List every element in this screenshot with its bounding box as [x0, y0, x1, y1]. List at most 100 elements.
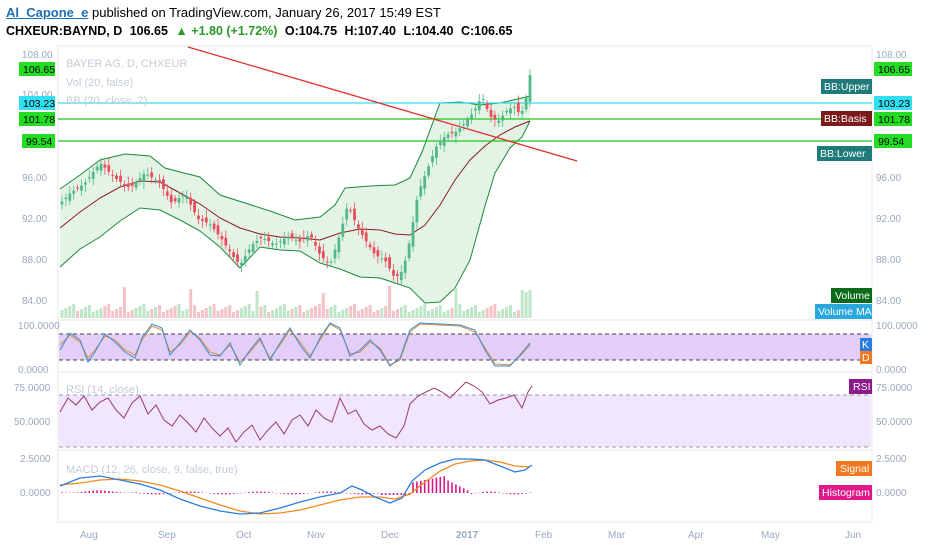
volume-bar	[512, 312, 516, 318]
macd-histogram-bar	[240, 493, 243, 494]
candle-body	[173, 198, 177, 202]
volume-bar	[314, 306, 317, 318]
candle-body	[493, 114, 497, 120]
macd-histogram-bars	[61, 476, 531, 495]
macd-histogram-bar	[412, 482, 414, 493]
author-link[interactable]: Al_Capone_e	[6, 5, 89, 20]
candle-body	[162, 179, 165, 189]
candle-body	[150, 172, 154, 178]
volume-bar	[337, 312, 341, 318]
candle-body	[123, 184, 126, 186]
candlesticks	[60, 69, 532, 285]
xtick-jun: Jun	[845, 530, 861, 541]
volume-bar	[247, 304, 251, 318]
close-value: C:106.65	[460, 24, 513, 38]
macd-histogram-bar	[143, 493, 145, 494]
volume-bars	[60, 286, 532, 318]
candle-body	[477, 101, 481, 111]
candle-body	[407, 243, 411, 259]
rsi-tick-50: 50.0000	[876, 417, 913, 428]
xtick-nov: Nov	[307, 530, 325, 541]
volume-bar	[154, 307, 158, 318]
legend-vol: Vol (20, false)	[66, 77, 133, 89]
volume-bar	[169, 308, 173, 318]
macd-histogram-bar	[388, 493, 391, 495]
macd-histogram-bar	[104, 490, 106, 493]
candle-body	[415, 199, 419, 223]
candle-body	[126, 183, 130, 188]
rsi-tick-75: 75.0000	[876, 383, 913, 394]
volume-bar	[193, 305, 197, 318]
volume-bar	[392, 311, 395, 318]
macd-histogram-bar	[88, 490, 91, 493]
candle-body	[204, 217, 208, 223]
price-change: ▲ +1.80 (+1.72%)	[175, 24, 278, 38]
macd-histogram-bar	[217, 493, 219, 495]
candle-body	[489, 109, 493, 118]
volume-bar	[290, 309, 294, 318]
candle-body	[505, 110, 508, 113]
key-level-lines	[58, 102, 872, 142]
volume-bar	[473, 305, 477, 318]
volume-bar	[185, 309, 189, 318]
volume-bar	[501, 309, 505, 318]
volume-bar	[423, 304, 427, 318]
bb-lower-line	[59, 120, 531, 304]
candle-body	[446, 134, 450, 138]
macd-histogram-bar	[232, 493, 235, 495]
candle-body	[228, 249, 232, 252]
candle-body	[384, 257, 388, 262]
macd-histogram-bar	[334, 491, 336, 493]
candle-body	[337, 237, 341, 253]
macd-histogram-bar	[84, 491, 87, 493]
symbol-name[interactable]: CHXEUR:BAYND, D	[6, 24, 123, 38]
candle-body	[349, 210, 352, 212]
macd-histogram-bar	[119, 492, 122, 493]
volume-bar	[349, 306, 353, 318]
ytick-right-108: 108.00	[876, 50, 907, 61]
macd-histogram-bar	[318, 491, 321, 493]
volume-bar	[505, 307, 509, 318]
macd-histogram-bar	[505, 493, 508, 494]
macd-histogram-bar	[400, 493, 403, 495]
candle-body	[392, 270, 395, 276]
trend-line[interactable]	[187, 46, 578, 162]
volume-bar	[310, 308, 314, 318]
volume-bar	[485, 308, 489, 318]
rsi-tick-left-75: 75.0000	[14, 383, 51, 394]
legend-symbol: BAYER AG, D, CHXEUR	[66, 58, 187, 70]
tag-right-10178: 101.78	[878, 114, 910, 126]
stoch-tick-left-100: 100.0000	[18, 321, 60, 332]
xtick-mar: Mar	[608, 530, 626, 541]
volume-bar	[442, 312, 446, 318]
candle-body	[411, 222, 415, 247]
candle-body	[481, 99, 485, 101]
volume-bar	[64, 308, 68, 318]
volume-bar	[165, 310, 169, 318]
publish-text: published on TradingView.com, January 26…	[88, 5, 441, 20]
label-stoch-d: D	[862, 352, 870, 364]
rsi-legend: RSI (14, close)	[66, 384, 139, 396]
volume-bar	[470, 307, 473, 318]
macd-histogram-bar	[154, 493, 157, 495]
macd-histogram-bar	[76, 492, 79, 493]
candle-body	[243, 256, 247, 263]
ytick-left-108: 108.00	[22, 50, 53, 61]
candle-body	[103, 164, 107, 168]
candle-body	[399, 271, 403, 281]
candle-body	[435, 146, 438, 158]
open-value: O:104.75	[284, 24, 338, 38]
volume-bar	[333, 305, 337, 318]
volume-bar	[446, 310, 450, 318]
candle-body	[119, 175, 122, 182]
candle-body	[321, 251, 325, 259]
label-volume-ma: Volume MA	[818, 306, 872, 318]
candle-body	[115, 175, 118, 180]
volume-bar	[146, 311, 150, 318]
macd-histogram-bar	[283, 493, 286, 494]
volume-bar	[68, 306, 72, 318]
volume-bar	[345, 308, 349, 318]
macd-histogram-bar	[115, 491, 118, 493]
macd-histogram-bar	[501, 493, 504, 494]
